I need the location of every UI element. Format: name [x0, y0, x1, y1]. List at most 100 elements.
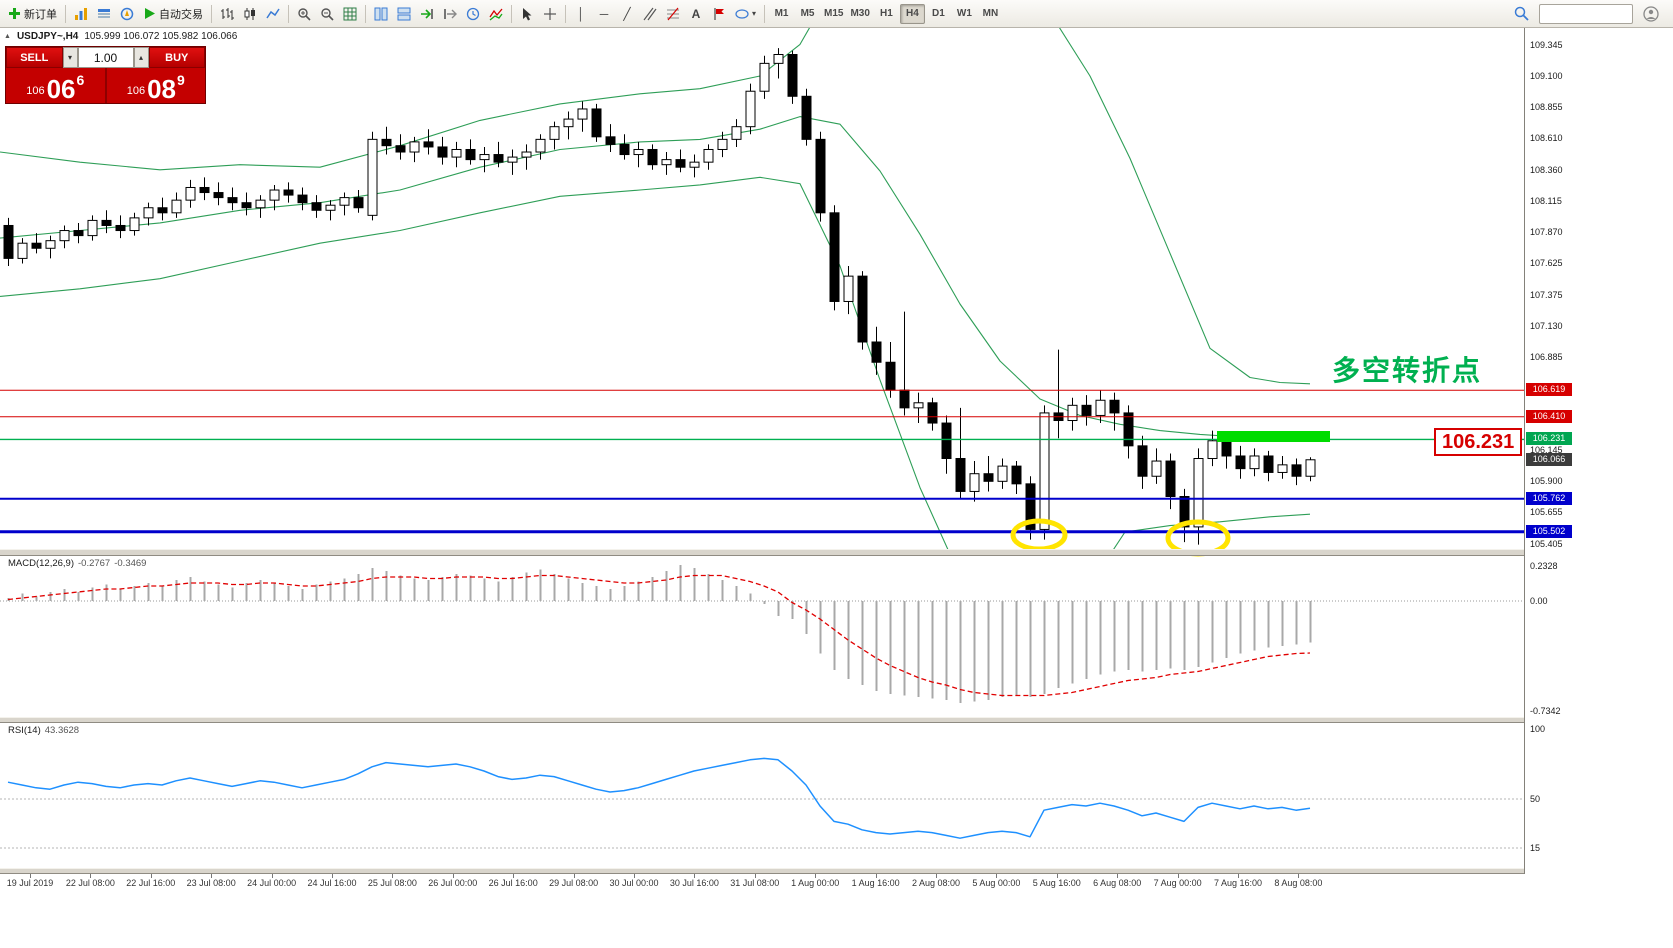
data-window-button[interactable] — [93, 3, 115, 25]
indicators-icon — [489, 8, 503, 21]
navigator-button[interactable] — [116, 3, 138, 25]
time-axis-label: 29 Jul 08:00 — [549, 878, 599, 888]
rsi-timeaxis-splitter[interactable] — [0, 868, 1673, 874]
line-chart-button[interactable] — [262, 3, 284, 25]
trendline-tool-button[interactable]: ╱ — [616, 3, 638, 25]
separator — [511, 4, 512, 23]
separator — [288, 4, 289, 23]
period-clock-button[interactable] — [462, 3, 484, 25]
cascade-windows-button[interactable] — [393, 3, 415, 25]
main-macd-splitter[interactable] — [0, 549, 1673, 556]
spinner-down-icon: ▾ — [67, 53, 72, 62]
bar-chart-icon — [221, 7, 234, 20]
play-icon — [145, 8, 155, 19]
price-marker-106.231: 106.231 — [1526, 432, 1572, 446]
time-axis-tick — [875, 874, 877, 878]
clock-icon — [466, 7, 480, 20]
volume-down-button[interactable]: ▾ — [62, 47, 78, 68]
time-axis-tick — [815, 874, 817, 878]
zoom-out-button[interactable] — [316, 3, 338, 25]
shapes-tool-button[interactable]: ▾ — [731, 3, 760, 25]
time-axis-label: 24 Jul 00:00 — [247, 878, 297, 888]
price-marker-106.066: 106.066 — [1526, 453, 1572, 467]
new-order-button[interactable]: 新订单 — [4, 3, 61, 25]
zoom-in-button[interactable] — [293, 3, 315, 25]
ask-pips: 08 — [147, 74, 176, 104]
time-axis-label: 22 Jul 08:00 — [65, 878, 115, 888]
channel-tool-button[interactable] — [639, 3, 661, 25]
buy-button[interactable]: BUY — [148, 47, 205, 68]
flag-icon — [714, 7, 724, 20]
auto-scroll-icon — [421, 8, 433, 19]
tile-windows-icon — [374, 7, 388, 20]
time-axis-tick — [30, 874, 31, 878]
timeframe-button-m1[interactable]: M1 — [769, 4, 794, 24]
bid-point: 6 — [76, 72, 85, 88]
sell-button[interactable]: SELL — [6, 47, 63, 68]
time-axis-label: 6 Aug 08:00 — [1093, 878, 1142, 888]
text-tool-button[interactable]: A — [685, 3, 707, 25]
search-input[interactable] — [1539, 3, 1633, 24]
fibonacci-tool-button[interactable] — [662, 3, 684, 25]
text-tool-icon: A — [691, 6, 701, 21]
collapse-icon[interactable]: ▲ — [4, 33, 11, 40]
timeframe-button-m5[interactable]: M5 — [795, 4, 820, 24]
timeframe-button-mn[interactable]: MN — [978, 4, 1003, 24]
timeframe-button-w1[interactable]: W1 — [952, 4, 977, 24]
arrows-tool-button[interactable] — [708, 3, 730, 25]
macd-signal-value: -0.3469 — [114, 558, 147, 569]
timeframe-button-m30[interactable]: M30 — [847, 4, 872, 24]
price-axis[interactable]: 109.345 109.100 108.855 108.610 108.360 108.1… — [1524, 28, 1673, 874]
cursor-tool-button[interactable] — [516, 3, 538, 25]
time-axis[interactable]: 19 Jul 2019 22 Jul 08:00 22 Jul 16:00 23 Ju… — [0, 874, 1673, 948]
volume-input[interactable] — [77, 47, 134, 68]
candlestick-chart-button[interactable] — [239, 3, 261, 25]
time-axis-tick — [1177, 874, 1179, 878]
symbol-period-label: USDJPY~,H4 — [16, 31, 79, 42]
time-axis-tick — [1117, 874, 1119, 878]
rsi-axis-label: 15 — [1530, 843, 1541, 853]
crosshair-tool-button[interactable] — [539, 3, 561, 25]
crosshair-icon — [544, 7, 556, 20]
time-axis-label: 26 Jul 16:00 — [488, 878, 538, 888]
cascade-windows-icon — [397, 7, 411, 20]
time-axis-label: 25 Jul 08:00 — [367, 878, 417, 888]
timeframe-button-h1[interactable]: H1 — [874, 4, 899, 24]
price-axis-label: 107.130 — [1530, 320, 1563, 331]
price-axis-label: 107.625 — [1530, 257, 1563, 268]
rsi-value: 43.3628 — [44, 725, 80, 736]
market-watch-button[interactable] — [70, 3, 92, 25]
line-chart-icon — [266, 8, 280, 18]
ask-price[interactable]: 106 08 9 — [106, 68, 205, 104]
bid-price[interactable]: 106 06 6 — [6, 68, 105, 103]
separator — [565, 4, 566, 23]
account-button[interactable] — [1639, 3, 1663, 25]
timeframe-button-m15[interactable]: M15 — [821, 4, 846, 24]
trendline-icon: ╱ — [623, 6, 631, 21]
dropdown-icon: ▾ — [752, 8, 757, 18]
timeframe-button-h4[interactable]: H4 — [899, 3, 925, 24]
time-axis-label: 8 Aug 08:00 — [1274, 878, 1323, 888]
rsi-axis-label: 100 — [1530, 724, 1546, 734]
tile-windows-button[interactable] — [370, 3, 392, 25]
horizontal-line-tool-button[interactable]: ─ — [593, 3, 615, 25]
indicators-button[interactable] — [485, 3, 507, 25]
navigator-icon — [120, 7, 134, 20]
candlestick-icon — [244, 7, 255, 20]
bid-figure: 106 — [26, 85, 45, 97]
timeframe-button-d1[interactable]: D1 — [926, 4, 951, 24]
volume-up-button[interactable]: ▴ — [133, 47, 149, 68]
autotrading-button[interactable]: 自动交易 — [139, 3, 207, 25]
bar-chart-button[interactable] — [216, 3, 238, 25]
data-window-icon — [98, 8, 110, 18]
grid-button[interactable] — [339, 3, 361, 25]
macd-rsi-splitter[interactable] — [0, 717, 1673, 723]
vertical-line-tool-button[interactable]: │ — [570, 3, 592, 25]
price-axis-label: 108.855 — [1530, 102, 1563, 113]
chart-shift-button[interactable] — [439, 3, 461, 25]
auto-scroll-button[interactable] — [416, 3, 438, 25]
price-axis-label: 105.405 — [1530, 539, 1563, 549]
time-axis-label: 24 Jul 16:00 — [307, 878, 357, 888]
search-button[interactable] — [1510, 3, 1533, 25]
